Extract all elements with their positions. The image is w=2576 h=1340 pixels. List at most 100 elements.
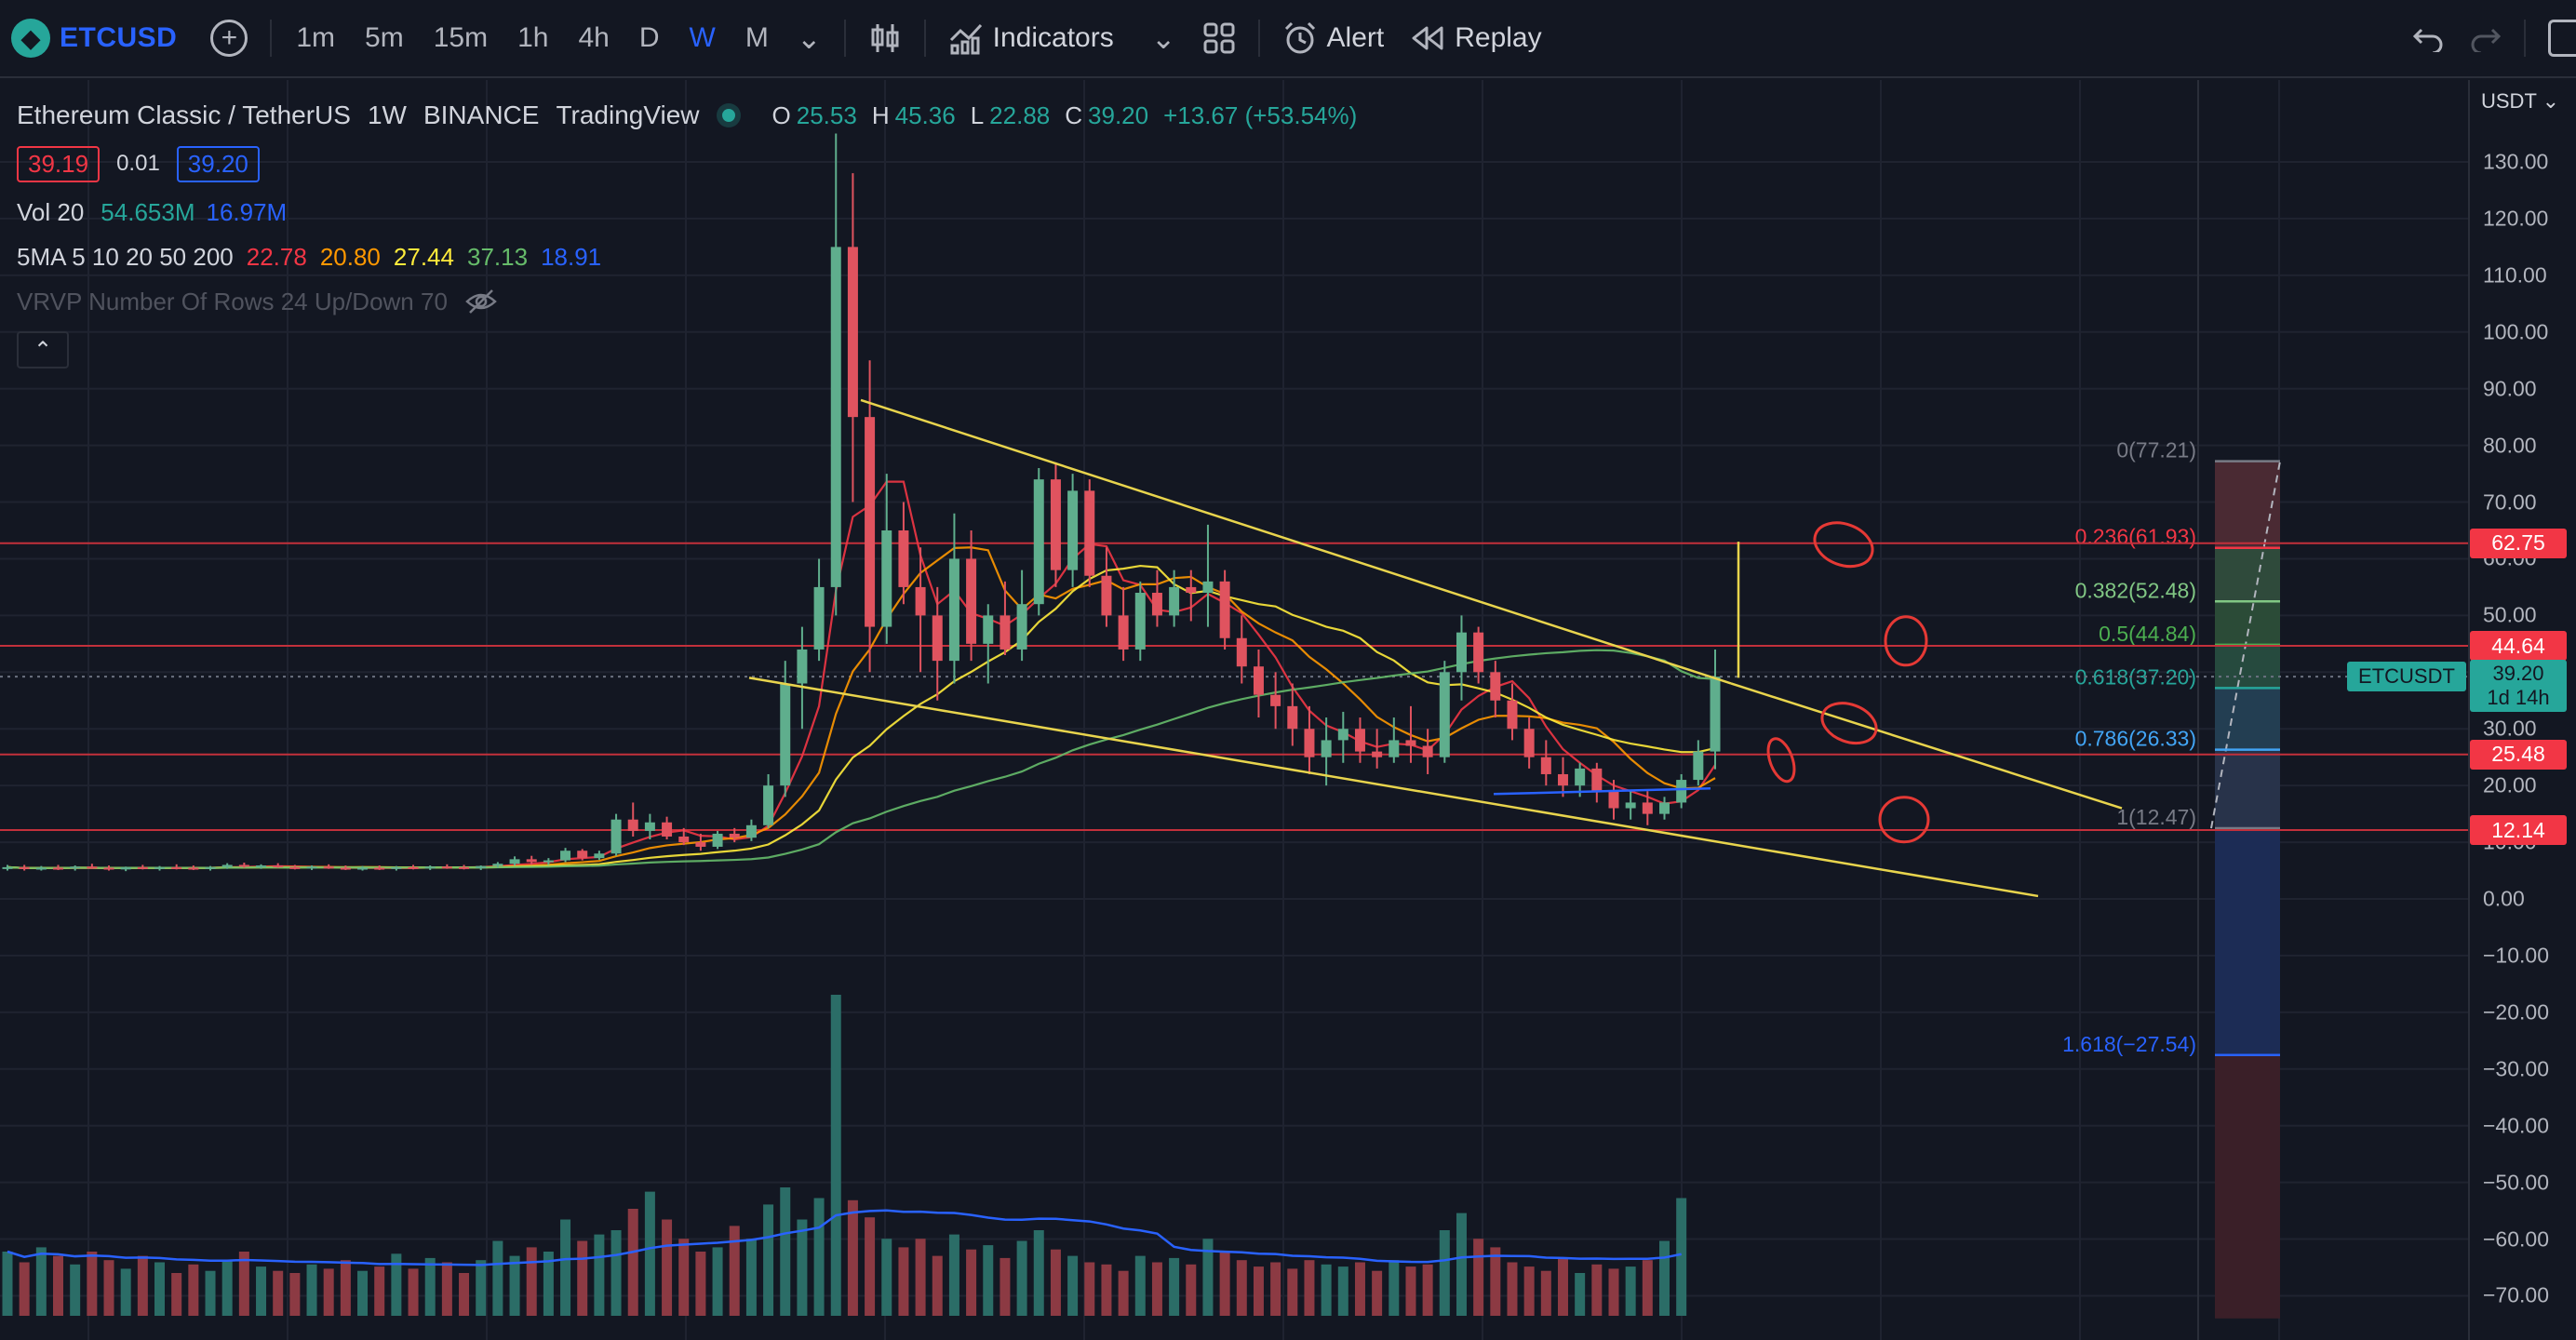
undo-button[interactable] — [2399, 0, 2457, 77]
interval-15m-button[interactable]: 15m — [433, 22, 489, 53]
spread-value: 0.01 — [116, 151, 160, 176]
candle-body — [644, 822, 655, 831]
chart-type-button[interactable] — [855, 0, 915, 77]
candle-body — [1676, 780, 1687, 803]
candle-body — [1658, 802, 1670, 814]
volume-bars — [2, 995, 1687, 1316]
volume-legend[interactable]: Vol 20 54.653M 16.97M — [17, 190, 1357, 234]
collapse-legend-button[interactable]: ⌃ — [17, 331, 69, 368]
volume-bar — [1507, 1262, 1518, 1316]
volume-bar — [19, 1262, 30, 1316]
volume-bar — [1134, 1255, 1146, 1316]
volume-bar — [948, 1234, 959, 1316]
volume-bar — [1000, 1257, 1011, 1316]
candle-body — [526, 859, 537, 863]
candle-body — [898, 530, 909, 587]
price-tick: −40.00 — [2483, 1113, 2549, 1138]
currency-selector[interactable]: USDT ⌄ — [2481, 89, 2559, 114]
legend-exchange: BINANCE — [423, 100, 540, 129]
symbol-name[interactable]: ETCUSD — [60, 22, 178, 53]
price-chart[interactable]: 0(77.21) 0.236(61.93) 0.382(52.48) 0.5(44.8… — [0, 80, 2468, 1340]
volume-bar — [424, 1257, 436, 1316]
ma50-value: 37.13 — [466, 242, 529, 271]
candle-body — [1523, 729, 1535, 757]
candle-body — [103, 867, 114, 870]
replay-button[interactable]: Replay — [1397, 0, 1554, 77]
ma-legend[interactable]: 5MA 5 10 20 50 200 22.78 20.80 27.44 37.… — [17, 234, 1357, 279]
volume-bar — [729, 1226, 740, 1316]
indicators-button[interactable]: Indicators ⌄ — [935, 0, 1189, 77]
price-tick: −30.00 — [2483, 1056, 2549, 1081]
symbol-description[interactable]: Ethereum Classic / TetherUS — [17, 100, 351, 129]
interval-d-button[interactable]: D — [638, 22, 660, 53]
alert-button[interactable]: Alert — [1269, 0, 1398, 77]
volume-bar — [1169, 1257, 1180, 1316]
candle-body — [238, 864, 249, 867]
volume-bar — [1253, 1266, 1264, 1316]
layout-button[interactable] — [1189, 0, 1249, 77]
volume-bar — [1321, 1264, 1332, 1316]
buy-price-button[interactable]: 39.20 — [176, 145, 260, 182]
candle-body — [881, 530, 892, 627]
volume-bar — [644, 1191, 655, 1316]
volume-bar — [441, 1262, 452, 1316]
price-tick: 20.00 — [2483, 772, 2537, 797]
volume-bar — [1575, 1273, 1586, 1316]
symbol-search-button[interactable]: ◆ ETCUSD — [0, 19, 192, 58]
sell-price-button[interactable]: 39.19 — [17, 145, 101, 182]
add-symbol-icon[interactable]: + — [210, 20, 248, 57]
candle-body — [1236, 637, 1247, 667]
candle-body — [1608, 791, 1619, 809]
redo-button[interactable] — [2457, 0, 2515, 77]
price-tick: 90.00 — [2483, 376, 2537, 401]
chevron-down-icon[interactable]: ⌄ — [1150, 21, 1176, 55]
volume-value: 54.653M — [101, 197, 195, 226]
candle-body — [1591, 768, 1603, 792]
interval-menu-button[interactable]: ⌄ — [784, 0, 835, 77]
interval-5m-button[interactable]: 5m — [365, 22, 404, 53]
symbol-price-tag: ETCUSDT — [2347, 662, 2466, 692]
volume-bar — [205, 1270, 216, 1316]
volume-bar — [560, 1219, 571, 1316]
interval-w-button[interactable]: W — [689, 22, 716, 53]
fullscreen-button[interactable] — [2535, 0, 2576, 77]
volume-bar — [1270, 1262, 1281, 1316]
vrvp-legend[interactable]: VRVP Number Of Rows 24 Up/Down 70 — [17, 279, 1357, 324]
candle-body — [1084, 490, 1095, 576]
volume-bar — [1523, 1266, 1535, 1316]
interval-m-button[interactable]: M — [745, 22, 769, 53]
interval-1h-button[interactable]: 1h — [517, 22, 549, 53]
candle-body — [1405, 740, 1416, 746]
candle-body — [543, 860, 554, 863]
interval-4h-button[interactable]: 4h — [578, 22, 610, 53]
replay-label: Replay — [1455, 22, 1542, 53]
volume-bar — [1591, 1264, 1603, 1316]
volume-bar — [509, 1255, 520, 1316]
alarm-clock-icon — [1284, 21, 1315, 54]
volume-bar — [154, 1262, 166, 1316]
volume-bar — [1625, 1266, 1636, 1316]
volume-bar — [797, 1219, 808, 1316]
alert-label: Alert — [1326, 22, 1385, 53]
candle-body — [830, 247, 841, 587]
volume-bar — [1084, 1262, 1095, 1316]
volume-bar — [1473, 1239, 1484, 1316]
eye-hidden-icon[interactable] — [464, 288, 498, 315]
undo-icon — [2412, 28, 2443, 52]
volume-bar — [1101, 1264, 1112, 1316]
ma10-value: 20.80 — [319, 242, 381, 271]
toolbar-divider — [843, 20, 846, 57]
volume-bar — [983, 1245, 994, 1316]
volume-bar — [120, 1268, 131, 1316]
candle-body — [1101, 575, 1112, 616]
candle-body — [87, 866, 98, 869]
candle-body — [154, 866, 166, 869]
chevron-down-icon: ⌄ — [796, 21, 822, 55]
candle-body — [560, 851, 571, 861]
fib-level-label: 1.618(−27.54) — [2062, 1032, 2196, 1056]
volume-bar — [357, 1270, 369, 1316]
interval-1m-button[interactable]: 1m — [296, 22, 336, 53]
chevron-up-icon: ⌃ — [33, 337, 53, 363]
candle-body — [374, 867, 385, 870]
volume-bar — [323, 1268, 334, 1316]
